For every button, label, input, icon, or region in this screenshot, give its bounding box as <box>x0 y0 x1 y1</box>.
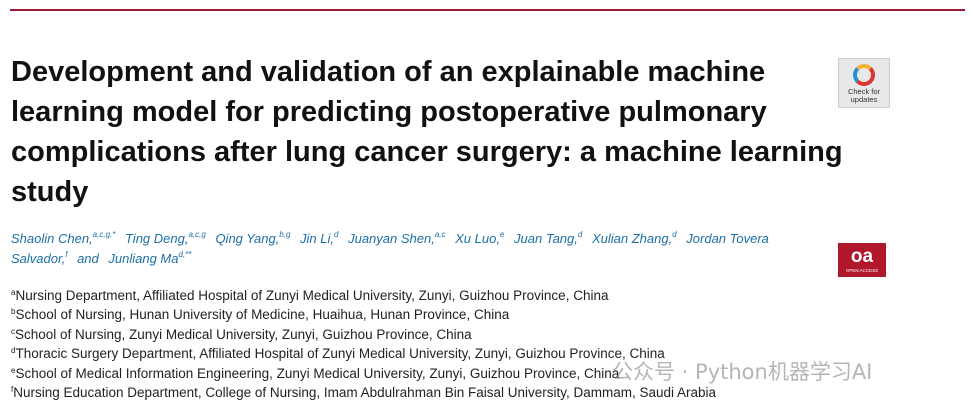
author-name: and <box>77 251 99 266</box>
author-affil-marker: d <box>334 230 339 239</box>
affiliation-list: aNursing Department, Affiliated Hospital… <box>11 286 911 402</box>
affiliation-text: School of Nursing, Zunyi Medical Univers… <box>15 326 472 342</box>
affiliation-text: Nursing Department, Affiliated Hospital … <box>15 288 609 303</box>
affiliation-marker: a <box>11 288 16 297</box>
author-affil-marker: d <box>577 230 583 239</box>
author-name: Jordan Tovera Salvador, <box>11 231 769 266</box>
affiliation: eSchool of Medical Information Engineeri… <box>11 364 911 383</box>
author-affil-marker: b,g <box>279 230 291 239</box>
affiliation: cSchool of Nursing, Zunyi Medical Univer… <box>11 325 911 344</box>
title-line: Development and validation of an explain… <box>11 56 766 88</box>
title-line: complications after lung cancer surgery:… <box>11 136 843 168</box>
affiliation-marker: e <box>11 365 16 375</box>
affiliation-text: School of Medical Information Engineerin… <box>15 365 620 381</box>
title-line: study <box>11 176 89 208</box>
author-name: Juanyan Shen, <box>348 231 435 246</box>
affiliation-text: Thoracic Surgery Department, Affiliated … <box>15 346 665 362</box>
author-name: Jin Li, <box>300 231 335 246</box>
author-name: Juan Tang, <box>514 231 578 246</box>
affiliation-marker: d <box>11 346 16 356</box>
badge-icon <box>853 64 875 86</box>
article-title: Development and validation of an explain… <box>11 52 843 212</box>
author-affil-marker: d <box>672 230 677 239</box>
author-name: Ting Deng, <box>124 231 189 246</box>
affiliation-marker: b <box>11 307 16 317</box>
affiliation-text: School of Nursing, Hunan University of M… <box>15 307 510 323</box>
title-line: learning model for predicting postoperat… <box>11 96 767 128</box>
check-for-updates-badge[interactable]: Check for updates <box>838 58 890 108</box>
author-name: Shaolin Chen, <box>11 231 93 246</box>
author-affil-marker: a,c,g,* <box>92 230 116 239</box>
affiliation-marker: f <box>11 385 14 395</box>
affiliation-marker: c <box>11 326 15 336</box>
author-name: Xulian Zhang, <box>591 231 673 246</box>
watermark: 公众号 · Python机器学习AI <box>612 360 873 384</box>
oa-text: OPEN ACCESS <box>845 268 879 273</box>
affiliation: fNursing Education Department, College o… <box>11 383 911 402</box>
affiliation: aNursing Department, Affiliated Hospital… <box>11 286 911 305</box>
author-name: Xu Luo, <box>455 231 500 246</box>
author-name: Qing Yang, <box>215 231 280 246</box>
open-access-badge: oa OPEN ACCESS <box>838 243 886 277</box>
author-name: Junliang Ma <box>108 251 179 266</box>
author-list: Shaolin Chen,a,c,g,* Ting Deng,a,c,g Qin… <box>11 229 811 269</box>
author-affil-marker: d,** <box>178 250 192 259</box>
author-affil-marker: f <box>65 250 68 259</box>
affiliation-text: Nursing Education Department, College of… <box>13 385 717 401</box>
top-rule <box>10 9 965 11</box>
badge-text: updates <box>850 95 878 104</box>
badge-text: Check for <box>847 87 881 96</box>
oa-logo: oa <box>850 246 874 267</box>
author-affil-marker: a,c <box>434 230 446 239</box>
affiliation: dThoracic Surgery Department, Affiliated… <box>11 344 911 363</box>
affiliation: bSchool of Nursing, Hunan University of … <box>11 305 911 324</box>
author-affil-marker: e <box>499 230 505 239</box>
author-affil-marker: a,c,g <box>188 230 206 239</box>
